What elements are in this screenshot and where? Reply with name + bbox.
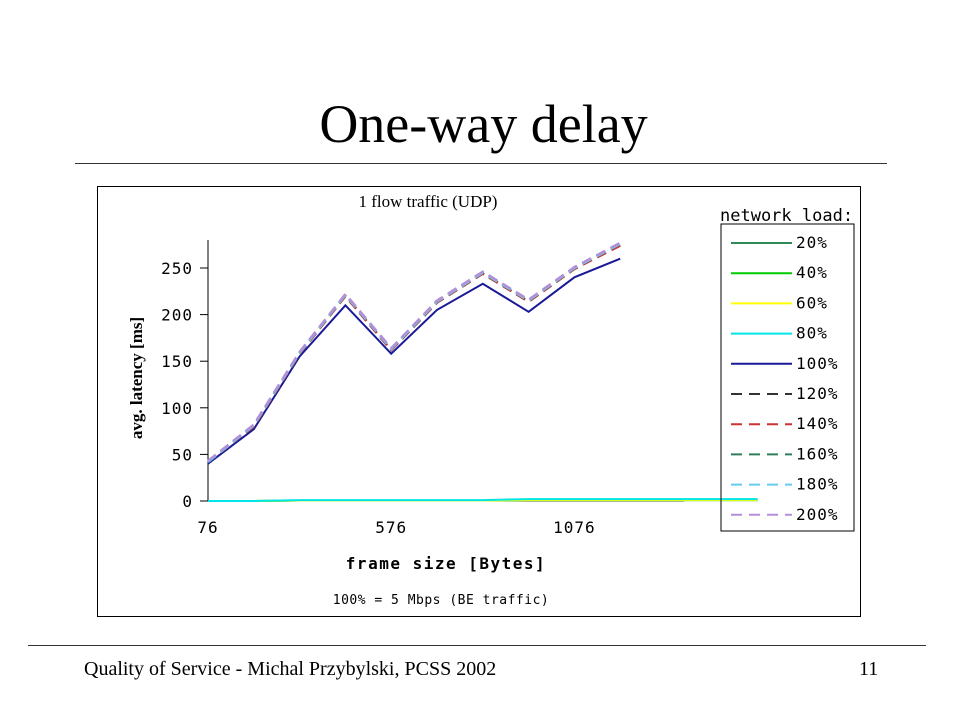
chart-title: 1 flow traffic (UDP) bbox=[359, 192, 498, 211]
y-tick-label: 200 bbox=[161, 306, 193, 325]
legend-label: 120% bbox=[796, 384, 839, 403]
x-axis-label: frame size [Bytes] bbox=[346, 554, 546, 573]
legend-label: 60% bbox=[796, 293, 828, 312]
series-line-100pct bbox=[207, 257, 621, 465]
series-line-200pct bbox=[207, 241, 621, 462]
series-line-80pct bbox=[208, 498, 758, 502]
series-line-180pct bbox=[207, 242, 621, 463]
y-tick-label: 50 bbox=[172, 445, 193, 464]
x-tick-label: 76 bbox=[197, 518, 218, 537]
y-axis-label: avg. latency [ms] bbox=[127, 317, 146, 439]
legend-label: 80% bbox=[796, 324, 828, 343]
x-tick-label: 576 bbox=[375, 518, 407, 537]
series-line-160pct bbox=[207, 242, 621, 463]
chart-frame bbox=[97, 186, 861, 617]
y-tick-label: 100 bbox=[161, 399, 193, 418]
x-tick-label: 1076 bbox=[553, 518, 596, 537]
title-divider bbox=[75, 163, 887, 164]
legend-label: 200% bbox=[796, 505, 839, 524]
page-number: 11 bbox=[859, 658, 879, 680]
legend-label: 180% bbox=[796, 475, 839, 494]
legend-title: network load: bbox=[720, 206, 853, 226]
footer-text: Quality of Service - Michal Przybylski, … bbox=[84, 658, 497, 680]
legend-label: 140% bbox=[796, 414, 839, 433]
legend-box bbox=[720, 223, 855, 532]
footer-divider bbox=[28, 645, 926, 646]
y-tick-label: 150 bbox=[161, 352, 193, 371]
y-tick-label: 250 bbox=[161, 259, 193, 278]
legend-label: 160% bbox=[796, 444, 839, 463]
chart-note: 100% = 5 Mbps (BE traffic) bbox=[333, 593, 550, 608]
legend-label: 40% bbox=[796, 263, 828, 282]
y-tick-label: 0 bbox=[182, 492, 193, 511]
slide-title: One-way delay bbox=[319, 94, 648, 154]
legend-label: 20% bbox=[796, 233, 828, 252]
legend-label: 100% bbox=[796, 354, 839, 373]
